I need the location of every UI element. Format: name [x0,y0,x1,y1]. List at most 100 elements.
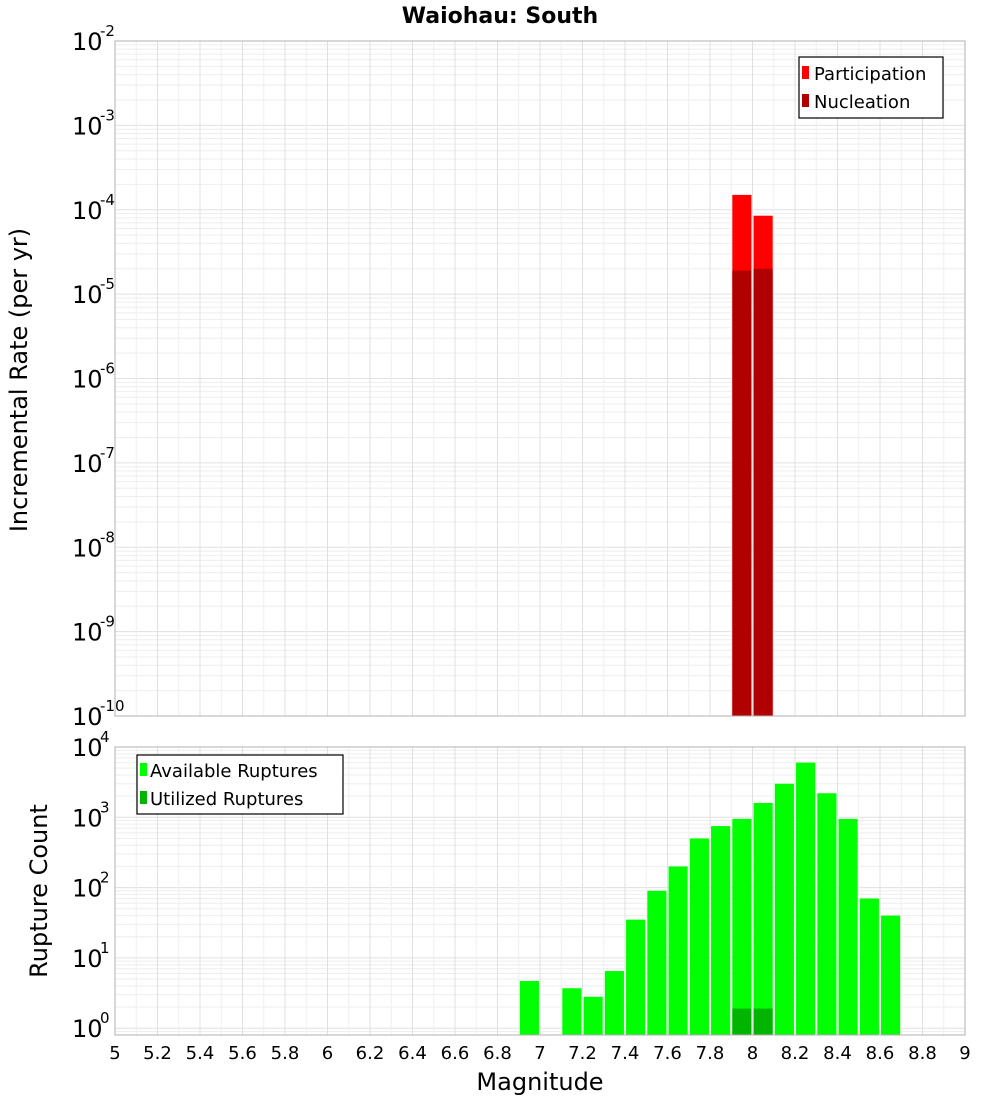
x-tick-label: 8.4 [823,1043,852,1064]
top-bar-nucleation [732,270,752,716]
top-y-tick-base: 10 [72,534,103,562]
top-y-tick-exp: -9 [100,613,115,631]
x-tick-label: 5 [109,1043,120,1064]
bottom-bar-available-ruptures [647,890,667,1035]
bottom-y-tick-exp: 1 [100,939,110,957]
top-y-tick-exp: -3 [100,106,115,124]
top-y-tick-exp: -4 [100,191,115,209]
bottom-y-tick-base: 10 [72,1015,103,1043]
bottom-y-tick-exp: 4 [100,728,110,746]
top-y-tick-base: 10 [72,450,103,478]
bottom-y-axis-label: Rupture Count [25,804,53,978]
legend-label-available-ruptures: Available Ruptures [150,761,318,782]
bottom-bar-available-ruptures [753,802,773,1035]
bottom-bar-available-ruptures [732,818,752,1035]
bottom-y-tick: 102 [72,869,110,903]
bottom-bar-available-ruptures [689,838,709,1035]
top-y-tick-exp: -5 [100,275,115,293]
legend-label-utilized-ruptures: Utilized Ruptures [150,789,303,810]
top-y-tick: 10-5 [72,275,115,309]
bottom-bar-available-ruptures [668,866,688,1035]
bottom-y-tick: 100 [72,1009,110,1043]
x-tick-label: 8.6 [866,1043,895,1064]
x-tick-label: 6.8 [483,1043,512,1064]
bottom-bar-available-ruptures [796,762,816,1035]
bottom-legend: Available Ruptures Utilized Ruptures [136,754,344,815]
x-tick-label: 8.8 [908,1043,937,1064]
bottom-bar-available-ruptures [859,898,879,1035]
bottom-y-tick: 103 [72,798,110,832]
bottom-y-tick-base: 10 [72,734,103,762]
bottom-bar-available-ruptures [774,783,794,1035]
bottom-bar-available-ruptures [604,971,624,1035]
top-y-tick-exp: -8 [100,528,115,546]
bottom-bar-available-ruptures [583,996,603,1035]
top-y-tick: 10-6 [72,360,115,394]
bottom-plot-frame [114,746,966,1036]
legend-swatch-utilized-ruptures [140,791,147,804]
x-tick-label: 6.2 [356,1043,385,1064]
bottom-legend-box [136,754,344,815]
top-y-tick-base: 10 [72,28,103,56]
bottom-bar-available-ruptures [562,988,582,1035]
top-y-tick-base: 10 [72,366,103,394]
x-tick-label: 6.4 [398,1043,427,1064]
top-y-axis-label: Incremental Rate (per yr) [5,228,33,532]
bottom-y-tick-base: 10 [72,945,103,973]
x-tick-label: 6 [322,1043,333,1064]
top-y-tick-base: 10 [72,197,103,225]
legend-label-nucleation: Nucleation [814,92,910,113]
top-bar-nucleation [753,268,773,716]
top-plot-grid [114,40,966,717]
top-y-tick-base: 10 [72,281,103,309]
x-tick-label: 7.8 [696,1043,725,1064]
bottom-bar-available-ruptures [711,826,731,1035]
bottom-bar-available-ruptures [626,919,646,1035]
x-tick-label: 7.2 [568,1043,597,1064]
bottom-y-tick: 101 [72,939,110,973]
top-y-tick-base: 10 [72,112,103,140]
top-plot-frame [114,40,966,717]
top-y-tick: 10-8 [72,528,115,562]
top-y-tick: 10-4 [72,191,115,225]
top-y-tick-exp: -10 [100,697,125,715]
legend-label-participation: Participation [814,64,926,85]
x-tick-label: 7.6 [653,1043,682,1064]
bottom-y-tick-base: 10 [72,875,103,903]
bottom-y-tick-exp: 0 [100,1009,110,1027]
bottom-bar-utilized-ruptures [732,1008,752,1035]
top-y-tick-base: 10 [72,619,103,647]
x-tick-label: 7.4 [611,1043,640,1064]
x-tick-label: 8 [747,1043,758,1064]
x-tick-label: 5.8 [271,1043,300,1064]
top-y-tick: 10-10 [72,697,125,731]
top-y-tick: 10-2 [72,22,115,56]
bottom-y-tick: 104 [72,728,110,762]
top-plot-bars [732,194,773,717]
x-tick-label: 5.6 [228,1043,257,1064]
bottom-y-tick-exp: 3 [100,798,110,816]
legend-swatch-participation [802,66,809,79]
x-tick-label: 8.2 [781,1043,810,1064]
top-y-tick: 10-7 [72,444,115,478]
bottom-y-tick-exp: 2 [100,869,110,887]
bottom-bar-available-ruptures [519,980,539,1035]
top-legend-box [798,56,944,119]
bottom-bar-available-ruptures [817,793,837,1035]
x-axis-label: Magnitude [476,1068,603,1096]
bottom-bar-available-ruptures [838,818,858,1035]
top-y-ticks: 10-210-310-410-510-610-710-810-910-10 [72,22,125,731]
x-tick-label: 6.6 [441,1043,470,1064]
x-tick-label: 5.4 [186,1043,215,1064]
x-tick-label: 7 [534,1043,545,1064]
legend-swatch-available-ruptures [140,763,147,776]
bottom-bar-available-ruptures [881,915,901,1035]
chart-title: Waiohau: South [402,4,598,29]
top-y-tick-exp: -2 [100,22,115,40]
x-ticks: 5 5.2 5.4 5.6 5.8 6 6.2 6.4 6.6 6.8 7 7.2 7.4 7.6 7.8 8… [109,1043,970,1064]
top-y-tick-exp: -6 [100,360,115,378]
bottom-y-tick-base: 10 [72,804,103,832]
